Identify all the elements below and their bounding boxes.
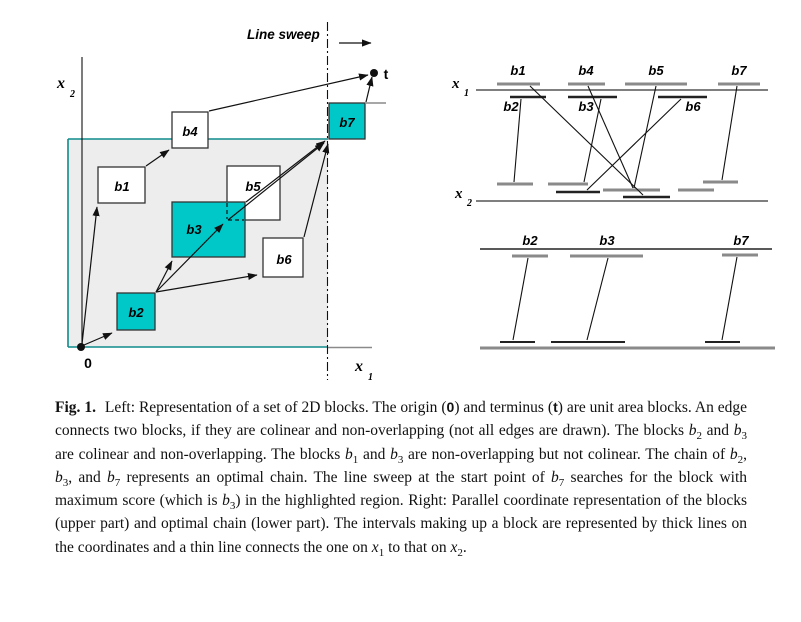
- edge-origin-to-b2: [83, 332, 113, 346]
- pc-b5-label: b5: [648, 63, 664, 78]
- origin-dot: [77, 343, 85, 351]
- edge-b6-to-b7: [303, 143, 330, 238]
- chain-b7-label: b7: [733, 233, 749, 248]
- chain-b7-connector: [721, 256, 738, 341]
- b3-connector: [583, 98, 602, 183]
- block-b7-label: b7: [339, 115, 355, 130]
- block-b1: b1: [97, 166, 146, 204]
- chain-b3-connector: [586, 257, 609, 341]
- block-b6: b6: [262, 237, 304, 278]
- block-b2-label: b2: [128, 305, 144, 320]
- block-b7: b7: [328, 102, 366, 140]
- chain-b3-label: b3: [599, 233, 615, 248]
- block-b1-label: b1: [114, 179, 129, 194]
- edge-b4-to-t: [208, 73, 369, 112]
- terminus-dot: [370, 69, 378, 77]
- figure-caption: Fig. 1. Left: Representation of a set of…: [55, 399, 748, 559]
- chain-b2-label: b2: [522, 233, 538, 248]
- line-sweep-label: Line sweep: [247, 27, 320, 42]
- b7-connector: [721, 85, 738, 181]
- pc-x2-subscript: 2: [466, 198, 472, 209]
- parallel-coordinates-optimal-chain: b2 b3 b7: [480, 233, 775, 350]
- block-b3-label: b3: [186, 222, 202, 237]
- b4-connector: [587, 85, 634, 189]
- edge-b7-to-t: [365, 76, 374, 103]
- b6-connector: [586, 98, 682, 191]
- figure-graphic: x 2 x 1 Line sweep b5 b3 b1 b2 b4: [56, 22, 775, 383]
- pc-b7-label: b7: [731, 63, 747, 78]
- edge-b2-to-b6: [155, 272, 258, 293]
- x2-axis-subscript: 2: [69, 89, 75, 100]
- pc-b4-label: b4: [578, 63, 594, 78]
- origin-label: 0: [84, 355, 92, 371]
- left-2d-block-diagram: x 2 x 1 Line sweep b5 b3 b1 b2 b4: [56, 22, 389, 383]
- block-b5: b5: [226, 165, 281, 221]
- pc-x2-label: x: [454, 186, 463, 202]
- block-b3: b3: [171, 201, 246, 258]
- edge-b5-to-b7: [227, 142, 325, 221]
- pc-x1-label: x: [451, 76, 460, 92]
- block-b2: b2: [116, 292, 156, 331]
- edge-b2-to-b5: [155, 223, 224, 293]
- edge-b2-to-b3: [155, 260, 173, 293]
- block-b4: b4: [171, 111, 209, 149]
- x1-axis-label: x: [354, 358, 363, 375]
- x1-axis-subscript: 1: [368, 372, 373, 383]
- parallel-coordinates-all-blocks: x 1 b1 b4 b5 b7 b2 b3 b6 x 2: [451, 63, 768, 209]
- pc-b3-label: b3: [578, 99, 594, 114]
- terminus-label: t: [384, 66, 389, 82]
- pc-b6-label: b6: [685, 99, 701, 114]
- edge-origin-to-b1: [81, 206, 100, 345]
- pc-b1-label: b1: [510, 63, 525, 78]
- pc-x1-subscript: 1: [464, 88, 469, 99]
- edge-b3-to-b7: [245, 140, 326, 203]
- block-b6-label: b6: [276, 252, 292, 267]
- edge-b1-to-b4: [145, 149, 170, 167]
- b5-connector: [633, 85, 657, 189]
- pc-b2-label: b2: [503, 99, 519, 114]
- block-b4-label: b4: [182, 124, 198, 139]
- b1-connector: [529, 85, 644, 196]
- b2-connector: [513, 98, 522, 183]
- block-b5-label: b5: [245, 179, 261, 194]
- x2-axis-label: x: [56, 75, 65, 92]
- chain-b2-connector: [512, 257, 529, 341]
